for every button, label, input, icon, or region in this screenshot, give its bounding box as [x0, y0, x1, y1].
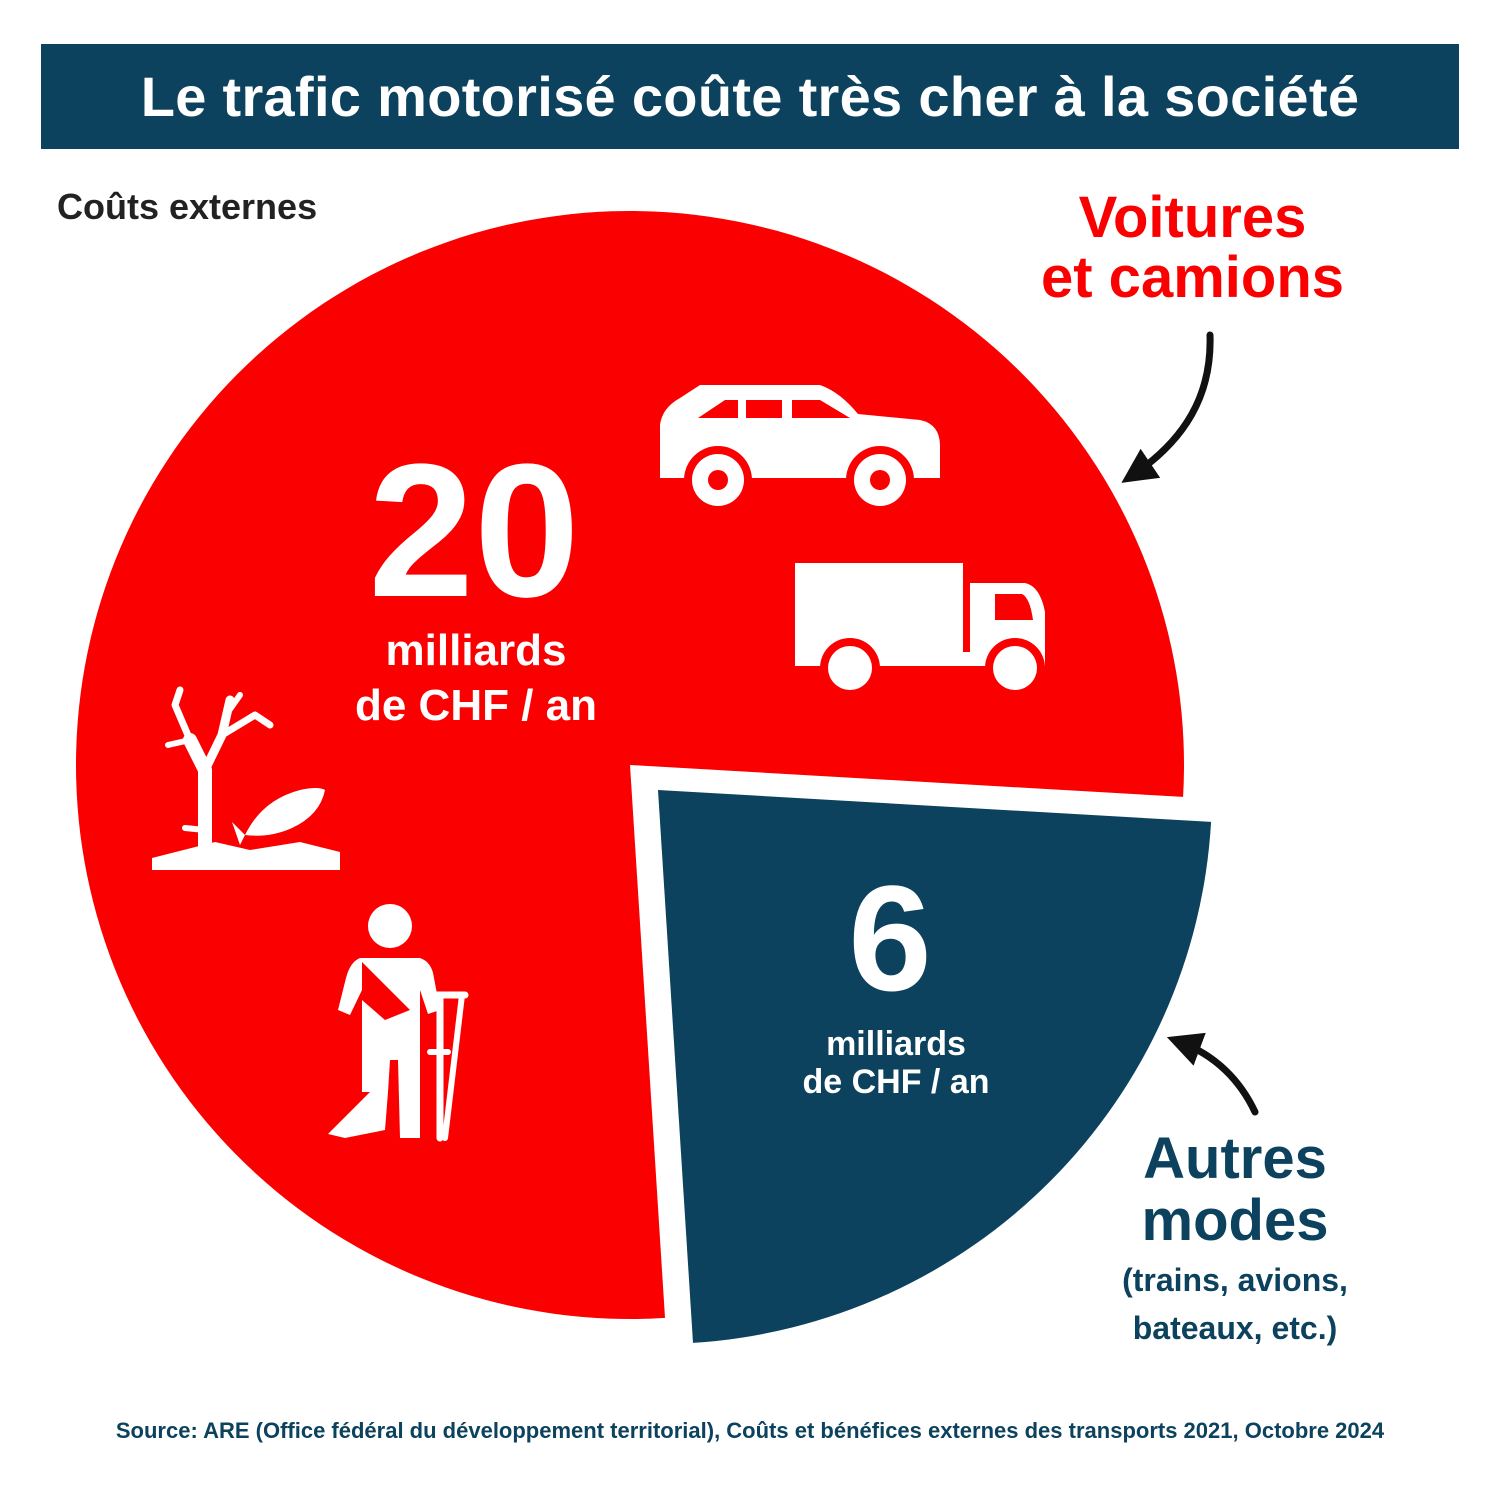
- legend-other: Autres modes (trains, avions, bateaux, e…: [1085, 1128, 1385, 1348]
- legend-cars-line-1: Voitures: [1078, 185, 1307, 250]
- source-note: Source: ARE (Office fédéral du développe…: [115, 1418, 1385, 1443]
- page-title: Le trafic motorisé coûte très cher à la …: [140, 65, 1360, 128]
- dead-tree-and-fish-icon: [152, 686, 340, 870]
- legend-cars: Voitures et camions: [1010, 188, 1375, 308]
- value-label-cars: 20: [368, 425, 579, 637]
- chart-subtitle: Coûts externes: [57, 186, 318, 227]
- legend-other-detail-2: bateaux, etc.): [1132, 1310, 1338, 1346]
- car-icon: [660, 385, 940, 514]
- unit-label-cars-1: milliards: [386, 626, 567, 675]
- injured-person-icon: [328, 904, 469, 1142]
- title-banner: Le trafic motorisé coûte très cher à la …: [41, 44, 1459, 149]
- legend-cars-line-2: et camions: [1041, 245, 1344, 310]
- value-label-other: 6: [848, 854, 931, 1022]
- other-callout-arrow: [1166, 1032, 1259, 1116]
- cars-callout-arrow: [1121, 331, 1214, 483]
- legend-other-line-2: modes: [1141, 1188, 1329, 1253]
- unit-label-other-2: de CHF / an: [802, 1063, 989, 1101]
- legend-other-line-1: Autres: [1143, 1126, 1327, 1191]
- legend-other-detail-1: (trains, avions,: [1122, 1262, 1348, 1298]
- pie-slice-other: [658, 790, 1212, 1343]
- truck-icon: [795, 563, 1045, 698]
- unit-label-cars-2: de CHF / an: [355, 681, 597, 730]
- unit-label-other-1: milliards: [826, 1025, 966, 1063]
